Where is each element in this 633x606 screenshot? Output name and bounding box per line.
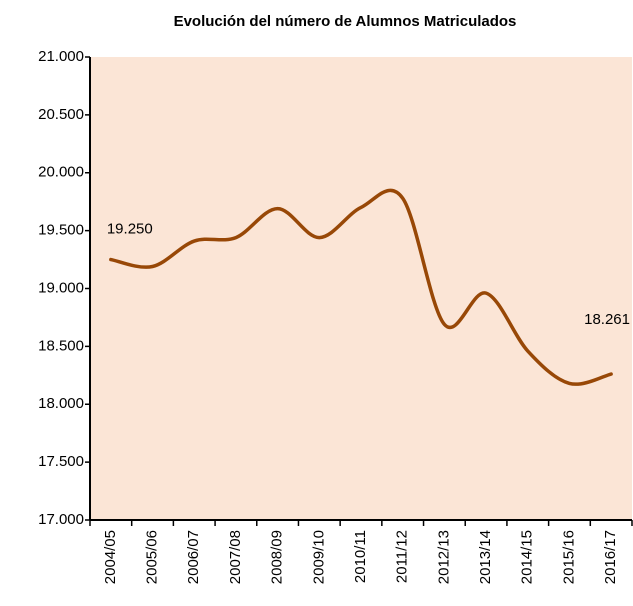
y-tick-label: 17.000 [38,511,84,528]
y-tick-label: 17.500 [38,453,84,470]
y-tick-label: 19.500 [38,222,84,239]
x-tick-label: 2005/06 [144,530,161,584]
data-label: 19.250 [107,221,153,238]
y-tick-label: 19.000 [38,279,84,296]
data-label: 18.261 [584,311,630,328]
line [109,188,613,386]
x-tick-label: 2013/14 [477,530,494,584]
plot-area [90,57,632,520]
y-tick-label: 21.000 [38,48,84,65]
y-tick-label: 20.500 [38,106,84,123]
x-tick-label: 2016/17 [602,530,619,584]
y-tick-label: 18.000 [38,395,84,412]
x-tick-label: 2010/11 [352,530,369,583]
x-tick-label: 2009/10 [310,530,327,584]
x-tick-label: 2012/13 [435,530,452,584]
x-tick-label: 2011/12 [394,530,411,583]
x-tick-label: 2006/07 [185,530,202,584]
x-tick-label: 2015/16 [560,530,577,584]
x-tick-label: 2014/15 [519,530,536,584]
y-tick-label: 20.000 [38,164,84,181]
x-tick-label: 2004/05 [102,530,119,584]
chart-title: Evolución del número de Alumnos Matricul… [174,13,517,30]
x-tick-label: 2008/09 [269,530,286,584]
y-tick-label: 18.500 [38,337,84,354]
x-tick-label: 2007/08 [227,530,244,584]
